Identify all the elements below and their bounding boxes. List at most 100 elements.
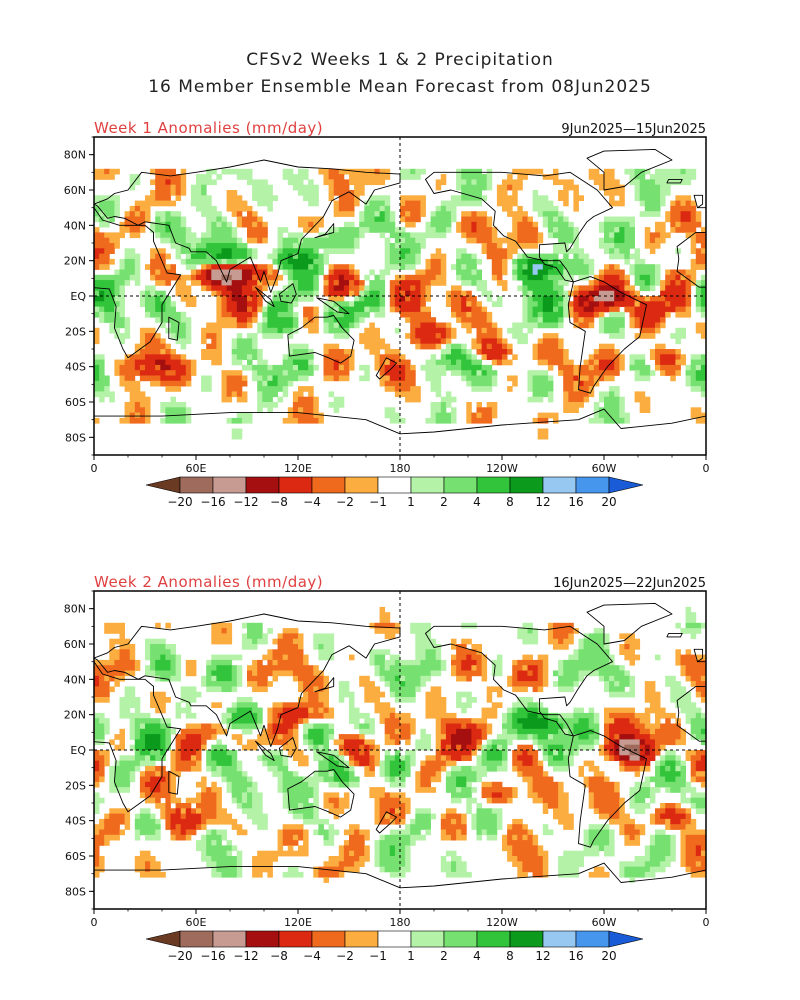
- anomaly-cell: [384, 723, 411, 730]
- anomaly-cell: [359, 216, 365, 223]
- anomaly-cell: [323, 707, 329, 714]
- anomaly-cell: [629, 797, 635, 804]
- anomaly-cell: [670, 216, 681, 223]
- anomaly-cell: [206, 818, 238, 825]
- anomaly-cell: [109, 168, 120, 175]
- anomaly-cell: [685, 168, 697, 175]
- anomaly-cell: [277, 834, 284, 841]
- anomaly-cell: [532, 734, 539, 740]
- colorbar-label: 8: [506, 949, 514, 963]
- anomaly-cell: [170, 792, 176, 799]
- anomaly-cell: [461, 787, 472, 793]
- anomaly-cell: [221, 221, 227, 228]
- anomaly-cell: [374, 364, 380, 371]
- anomaly-cell: [104, 211, 115, 217]
- anomaly-cell: [109, 644, 115, 650]
- anomaly-cell: [287, 412, 294, 419]
- lat-tick-label: 20N: [64, 709, 86, 722]
- anomaly-cell: [542, 659, 549, 666]
- anomaly-cell: [532, 264, 544, 270]
- anomaly-cell: [354, 237, 360, 244]
- anomaly-cell: [440, 333, 447, 339]
- anomaly-cell: [491, 670, 503, 677]
- anomaly-cell: [461, 659, 477, 666]
- anomaly-cell: [578, 274, 590, 281]
- anomaly-cell: [553, 622, 574, 629]
- anomaly-cell: [486, 728, 493, 735]
- anomaly-cell: [150, 697, 171, 703]
- anomaly-cell: [583, 396, 590, 403]
- anomaly-cell: [670, 824, 686, 830]
- anomaly-cell: [435, 205, 442, 212]
- anomaly-cell: [292, 813, 304, 820]
- anomaly-cell: [593, 375, 600, 382]
- anomaly-cell: [343, 285, 350, 292]
- anomaly-cell: [384, 258, 391, 265]
- anomaly-cell: [298, 760, 309, 767]
- anomaly-cell: [553, 750, 559, 756]
- anomaly-cell: [512, 712, 528, 719]
- anomaly-cell: [415, 686, 421, 693]
- anomaly-cell: [425, 296, 431, 302]
- anomaly-cell: [257, 407, 263, 413]
- anomaly-cell: [328, 232, 360, 239]
- anomaly-cell: [211, 723, 222, 730]
- anomaly-cell: [298, 686, 304, 693]
- anomaly-cell: [374, 808, 380, 814]
- anomaly-cell: [145, 744, 161, 751]
- anomaly-cell: [440, 659, 447, 666]
- anomaly-cell: [211, 702, 222, 708]
- anomaly-cell: [247, 232, 268, 239]
- colorbar-swatch: [311, 476, 346, 494]
- anomaly-cell: [700, 391, 706, 398]
- anomaly-cell: [527, 375, 533, 382]
- anomaly-cell: [236, 850, 243, 857]
- anomaly-cell: [134, 866, 146, 873]
- anomaly-cell: [129, 734, 136, 740]
- anomaly-cell: [532, 787, 559, 793]
- anomaly-cell: [471, 765, 488, 772]
- anomaly-cell: [343, 364, 350, 371]
- anomaly-cell: [481, 195, 488, 201]
- anomaly-cell: [160, 734, 166, 740]
- anomaly-cell: [211, 290, 217, 297]
- anomaly-cell: [537, 670, 544, 677]
- anomaly-cell: [124, 813, 131, 820]
- anomaly-cell: [598, 375, 605, 382]
- anomaly-cell: [400, 659, 421, 666]
- anomaly-cell: [333, 205, 340, 212]
- anomaly-cell: [231, 359, 243, 366]
- anomaly-cell: [150, 380, 161, 387]
- anomaly-cell: [379, 290, 386, 297]
- anomaly-cell: [410, 628, 431, 634]
- colorbar-swatch: [245, 930, 280, 948]
- anomaly-cell: [471, 750, 477, 756]
- anomaly-cell: [292, 734, 299, 740]
- anomaly-cell: [481, 370, 488, 376]
- anomaly-cell: [461, 364, 482, 371]
- anomaly-cell: [639, 402, 651, 408]
- anomaly-cell: [99, 856, 105, 862]
- anomaly-cell: [400, 675, 406, 682]
- anomaly-cell: [272, 290, 278, 297]
- anomaly-cell: [201, 792, 217, 799]
- anomaly-cell: [420, 200, 426, 207]
- anomaly-cell: [180, 686, 197, 693]
- anomaly-cell: [277, 712, 309, 719]
- anomaly-cell: [139, 871, 166, 878]
- anomaly-cell: [619, 797, 625, 804]
- anomaly-cell: [700, 243, 706, 249]
- anomaly-cell: [604, 237, 615, 244]
- anomaly-cell: [216, 290, 222, 297]
- anomaly-cell: [333, 739, 345, 746]
- anomaly-cell: [374, 670, 380, 677]
- anomaly-cell: [201, 184, 207, 191]
- anomaly-cell: [298, 803, 304, 809]
- anomaly-cell: [124, 407, 136, 413]
- anomaly-cell: [481, 306, 488, 313]
- anomaly-cell: [476, 824, 498, 830]
- anomaly-cell: [680, 792, 686, 799]
- anomaly-cell: [547, 232, 554, 239]
- anomaly-cell: [660, 232, 671, 239]
